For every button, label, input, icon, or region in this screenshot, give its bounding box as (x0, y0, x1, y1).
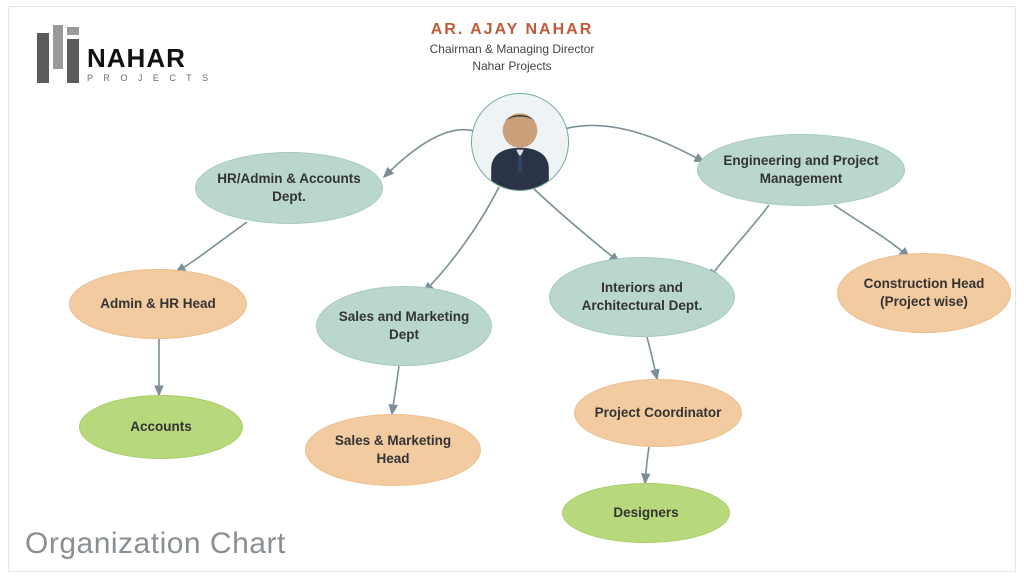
node-proj_coord: Project Coordinator (574, 379, 742, 447)
brand-sub-text: P R O J E C T S (87, 73, 212, 83)
node-accounts: Accounts (79, 395, 243, 459)
edge (384, 130, 477, 177)
edge (176, 222, 247, 272)
edge (564, 125, 704, 162)
node-sales_dept: Sales and Marketing Dept (316, 286, 492, 366)
chairman-avatar (471, 93, 569, 191)
node-designers: Designers (562, 483, 730, 543)
edge (647, 337, 657, 379)
edge (645, 447, 649, 483)
node-interiors: Interiors and Architectural Dept. (549, 257, 735, 337)
chart-caption: Organization Chart (25, 527, 286, 561)
node-construction: Construction Head (Project wise) (837, 253, 1011, 333)
edge (709, 205, 769, 279)
chart-header: AR. AJAY NAHAR Chairman & Managing Direc… (9, 21, 1015, 73)
node-hr_admin: HR/Admin & Accounts Dept. (195, 152, 383, 224)
edge (534, 189, 619, 262)
chairman-company: Nahar Projects (9, 59, 1015, 73)
chairman-name: AR. AJAY NAHAR (9, 21, 1015, 39)
node-sales_head: Sales & Marketing Head (305, 414, 481, 486)
chart-frame: NAHAR P R O J E C T S AR. AJAY NAHAR Cha… (8, 6, 1016, 572)
node-engineering: Engineering and Project Management (697, 134, 905, 206)
chairman-title: Chairman & Managing Director (9, 42, 1015, 56)
edge (392, 365, 399, 414)
edge (834, 205, 909, 257)
node-admin_hr_head: Admin & HR Head (69, 269, 247, 339)
edge (424, 187, 499, 292)
